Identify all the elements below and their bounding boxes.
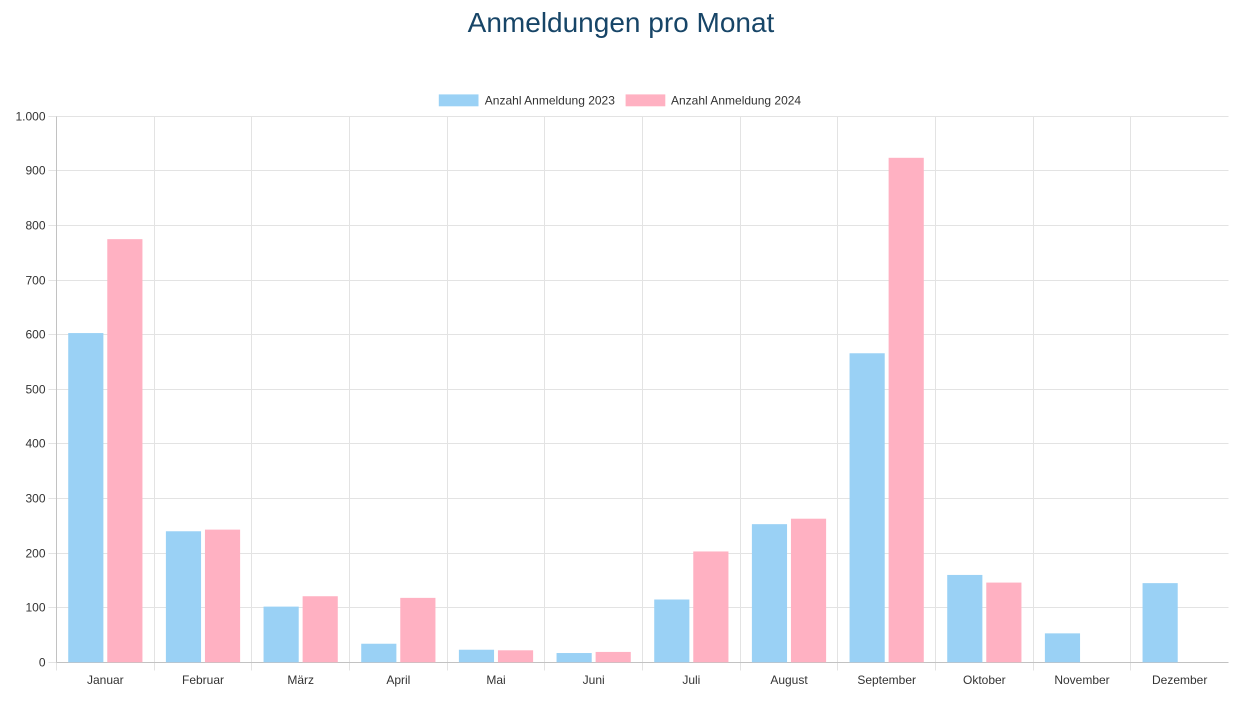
svg-text:600: 600 [25,328,45,342]
svg-text:April: April [386,673,410,687]
svg-text:Mai: Mai [486,673,505,687]
svg-text:300: 300 [25,492,45,506]
svg-text:200: 200 [25,547,45,561]
svg-text:0: 0 [39,656,46,670]
svg-text:1.000: 1.000 [15,110,45,124]
svg-text:700: 700 [25,274,45,288]
svg-text:100: 100 [25,601,45,615]
svg-text:Januar: Januar [87,673,124,687]
svg-text:Oktober: Oktober [963,673,1006,687]
svg-text:500: 500 [25,383,45,397]
svg-text:Februar: Februar [182,673,224,687]
svg-text:März: März [287,673,314,687]
svg-text:Juli: Juli [682,673,700,687]
svg-text:Anzahl Anmeldung 2023: Anzahl Anmeldung 2023 [485,94,615,108]
svg-text:November: November [1054,673,1109,687]
svg-text:400: 400 [25,437,45,451]
svg-text:September: September [857,673,916,687]
svg-text:Anzahl Anmeldung 2024: Anzahl Anmeldung 2024 [671,94,801,108]
svg-text:Dezember: Dezember [1152,673,1207,687]
svg-text:August: August [770,673,808,687]
svg-text:800: 800 [25,219,45,233]
svg-text:900: 900 [25,164,45,178]
svg-text:Juni: Juni [583,673,605,687]
svg-text:Anmeldungen pro Monat: Anmeldungen pro Monat [468,7,775,38]
